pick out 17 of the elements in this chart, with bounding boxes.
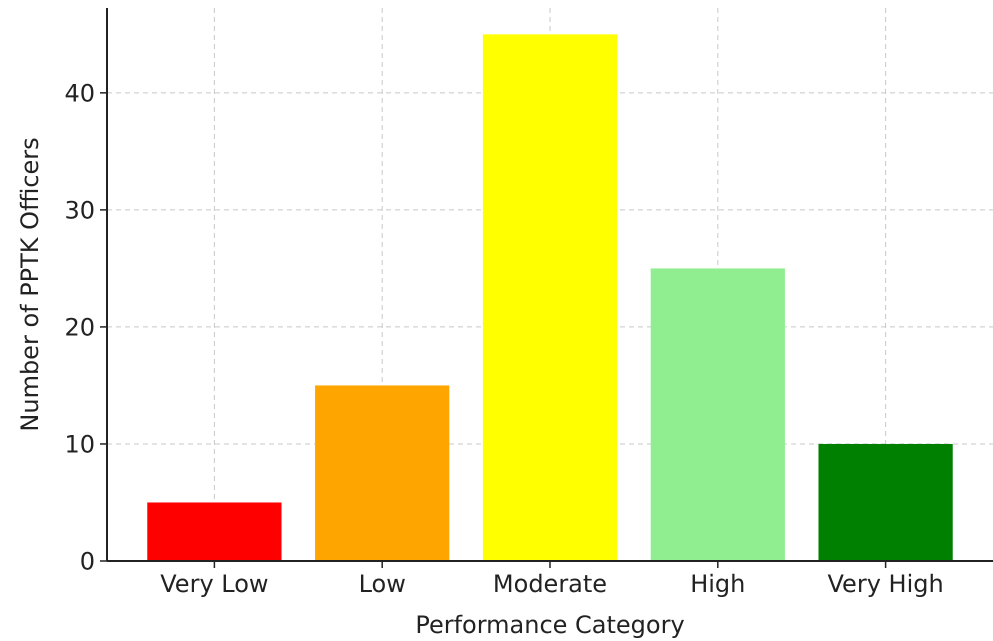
y-tick-label: 30 bbox=[64, 196, 95, 224]
bar bbox=[315, 385, 450, 561]
y-tick-label: 40 bbox=[64, 79, 95, 108]
x-tick-label: Low bbox=[358, 570, 406, 598]
x-tick-label: Very High bbox=[828, 570, 944, 598]
y-axis-title: Number of PPTK Officers bbox=[16, 137, 44, 432]
x-tick-label: Very Low bbox=[160, 570, 269, 598]
y-tick-label: 20 bbox=[64, 313, 95, 342]
bar bbox=[818, 444, 953, 561]
x-tick-label: Moderate bbox=[492, 570, 608, 598]
x-tick-label: High bbox=[690, 570, 746, 598]
bar bbox=[650, 268, 785, 561]
bar bbox=[147, 502, 282, 561]
x-axis-title: Performance Category bbox=[415, 611, 685, 639]
bar bbox=[482, 34, 618, 561]
y-tick-label: 0 bbox=[80, 547, 95, 576]
y-tick-label: 10 bbox=[64, 430, 95, 458]
